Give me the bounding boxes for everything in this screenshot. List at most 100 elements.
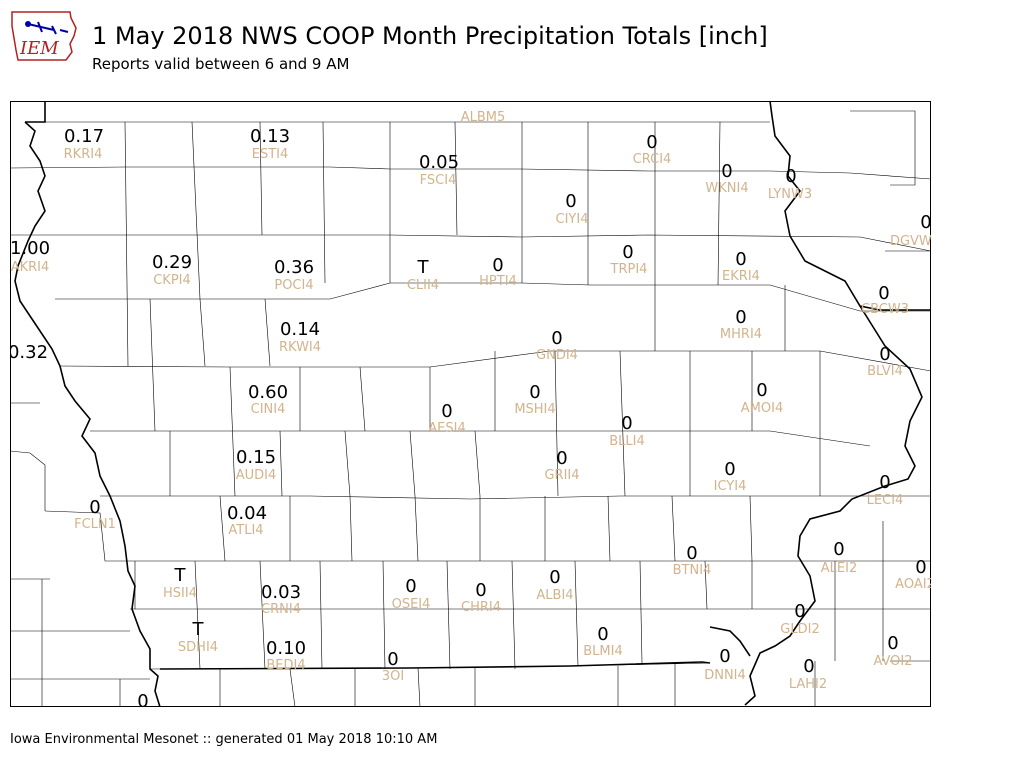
station-id-label: ICYI4 [714, 479, 747, 494]
station-id-label: BLLI4 [609, 434, 645, 449]
precip-value: 0.36 [274, 257, 314, 278]
station-id-label: CRNI4 [261, 602, 301, 617]
station-id-label: AOAI2 [895, 577, 931, 592]
precip-value: 0 [492, 255, 503, 276]
station-id-label: SDHI4 [178, 640, 218, 655]
precip-value: 0 [622, 242, 633, 263]
station-id-label: CHRI4 [461, 600, 501, 615]
station-id-label: LECI4 [867, 493, 904, 508]
precip-value: 0 [724, 459, 735, 480]
station-id-label: POCI4 [274, 278, 313, 293]
station-id-label: AMOI4 [741, 401, 783, 416]
precip-value: 0.29 [152, 252, 192, 273]
station-id-label: CLII4 [407, 278, 439, 293]
station-id-label: 3OI [382, 669, 404, 684]
station-id-label: CKPI4 [153, 273, 191, 288]
precip-value: 0 [621, 413, 632, 434]
precip-value: 0 [549, 567, 560, 588]
station-id-label: HSII4 [163, 586, 197, 601]
precip-value: 0 [735, 249, 746, 270]
station-id-label: AUDI4 [236, 468, 277, 483]
station-id-label: AESI4 [428, 421, 465, 436]
precip-value: 0 [879, 472, 890, 493]
precip-value: 0 [405, 576, 416, 597]
precip-value: T [417, 257, 430, 278]
precip-value: 0 [785, 166, 796, 187]
station-dgvw3: 0DGVW3 [890, 212, 931, 249]
precip-value: 0 [529, 382, 540, 403]
precip-value: 0.04 [227, 503, 267, 524]
map-title: 1 May 2018 NWS COOP Month Precipitation … [92, 22, 768, 50]
map-subtitle: Reports valid between 6 and 9 AM [92, 55, 350, 73]
precip-value: 0.05 [419, 152, 459, 173]
precip-value: 0 [686, 543, 697, 564]
precip-value: 0.15 [236, 447, 276, 468]
precip-value: 0.16 [463, 101, 503, 104]
station-id-label: FCLN1 [74, 517, 116, 532]
precip-value: 0 [89, 497, 100, 518]
station-id-label: ALEI2 [821, 561, 857, 576]
precip-value: 0.60 [248, 382, 288, 403]
station-id-label: RKWI4 [279, 340, 321, 355]
precip-value: 0 [565, 191, 576, 212]
station-id-label: CIYI4 [556, 212, 589, 227]
station-id-label: BLVI4 [867, 364, 903, 379]
precip-value: 0.32 [10, 342, 48, 363]
precip-value: 0.13 [250, 126, 290, 147]
station-id-label: CINI4 [251, 402, 286, 417]
precip-value: 0.14 [280, 319, 320, 340]
station-id-label: GRII4 [544, 468, 579, 483]
precipitation-map: 0.16ALBM50.17RKRI40.13ESTI40.05FSCI40CRC… [10, 101, 931, 707]
footer-credit: Iowa Environmental Mesonet :: generated … [10, 732, 438, 747]
station-id-label: BTNI4 [673, 563, 712, 578]
station-wstn5: 0.32 WSTN5 [10, 101, 48, 363]
precip-value: 0 [387, 649, 398, 670]
station-id-label: GLDI2 [780, 622, 819, 637]
station-id-label: AVOI2 [873, 654, 912, 669]
precip-value: 0 [920, 212, 931, 233]
station-id-label: CRCI4 [633, 152, 672, 167]
station-id-label: LYNW3 [768, 187, 812, 202]
logo-text: IEM [19, 38, 59, 59]
precip-value: 0 [887, 633, 898, 654]
station-id-label: TRPI4 [610, 262, 648, 277]
precip-value: 0 [475, 580, 486, 601]
station-id-label: DNNI4 [704, 668, 746, 683]
station-id-label: TRYM7 [10, 101, 32, 105]
station-id-label: DGVW3 [890, 234, 931, 249]
station-id-label: ALBI4 [536, 588, 573, 603]
county-verticals [41, 101, 884, 707]
